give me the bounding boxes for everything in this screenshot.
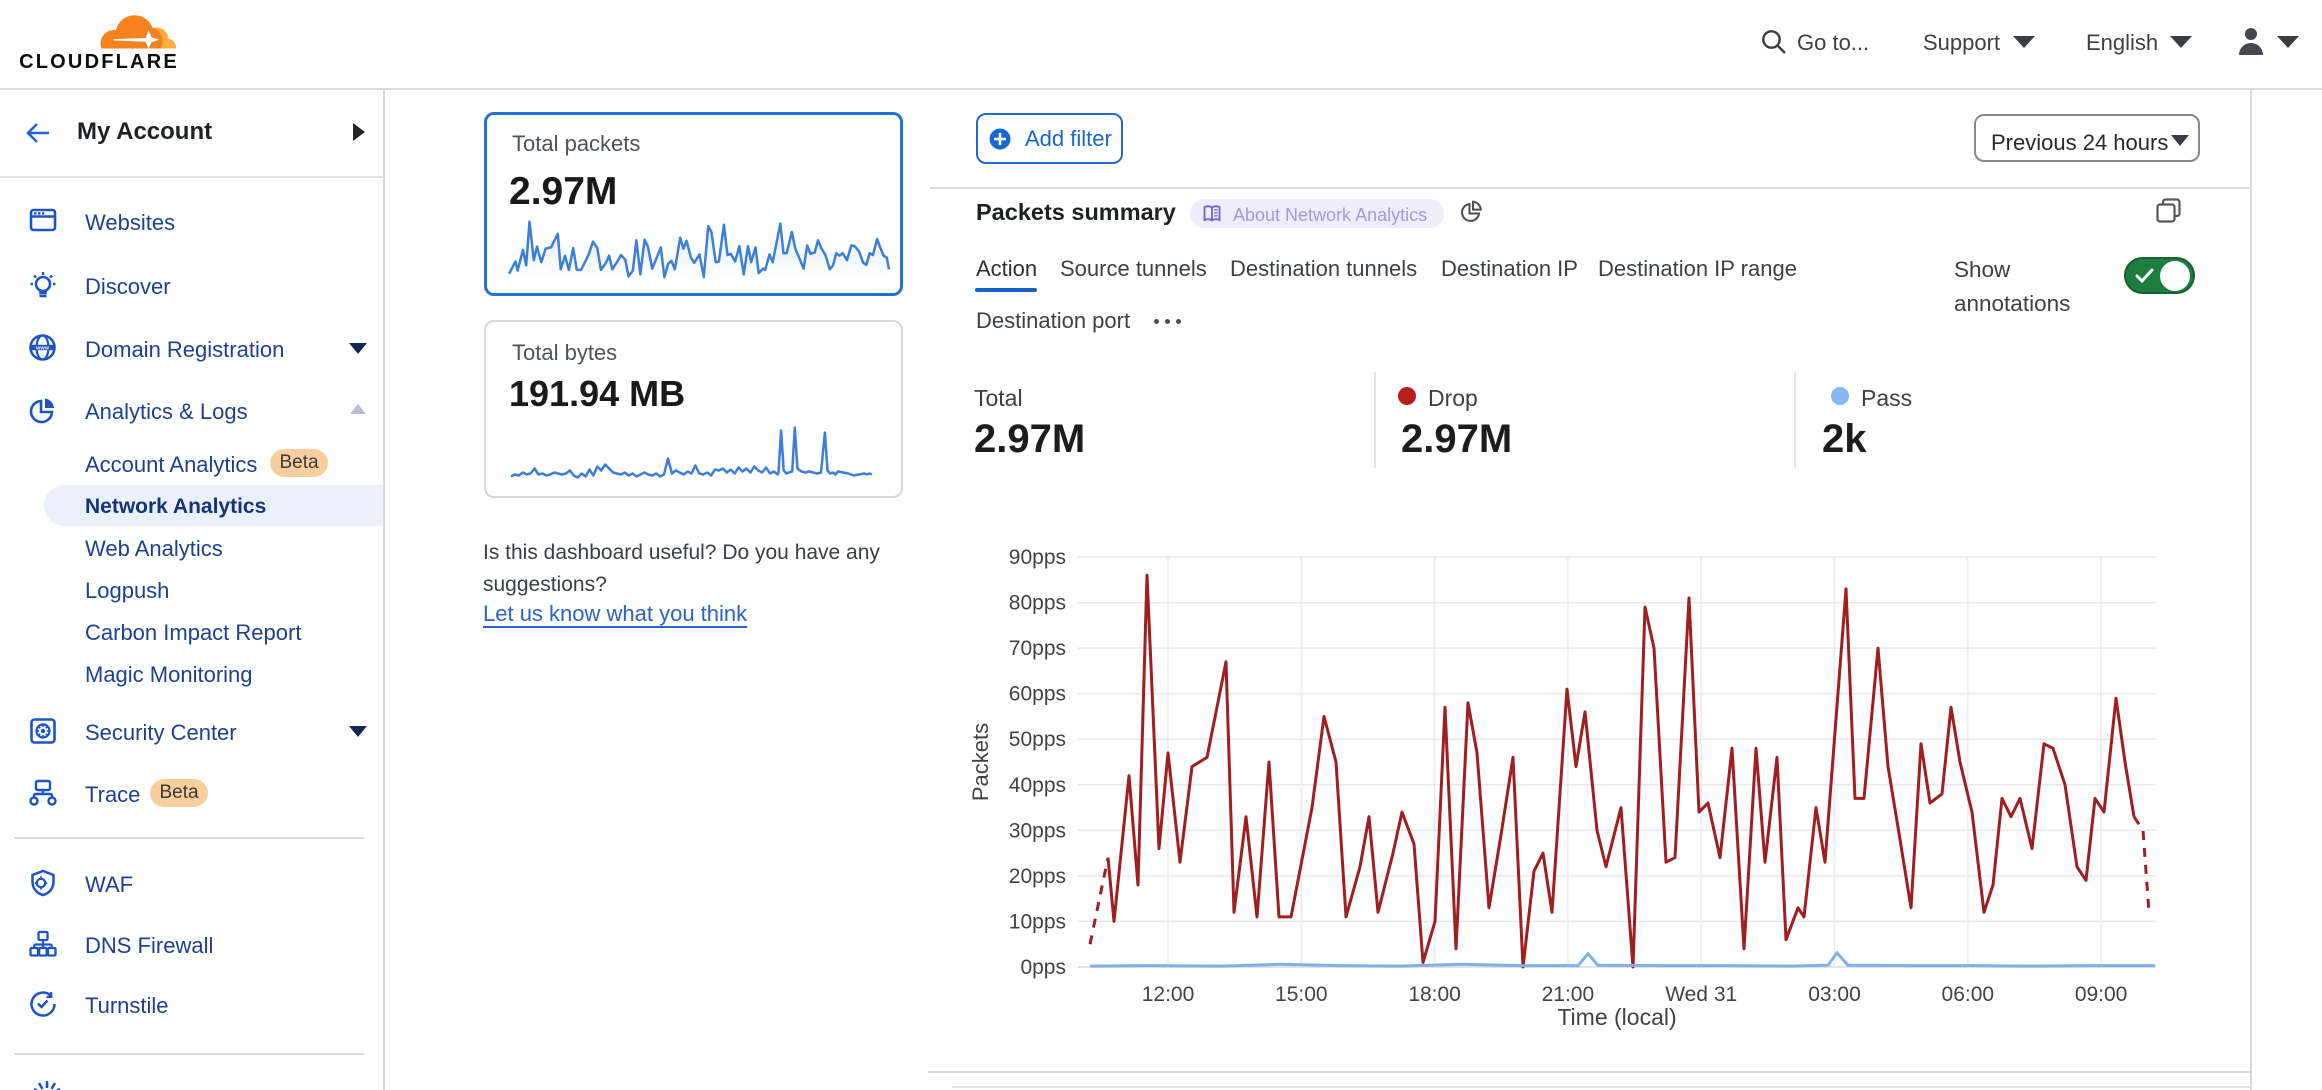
svg-text:20pps: 20pps [1009, 865, 1066, 888]
svg-text:30pps: 30pps [1009, 819, 1066, 842]
svg-text:80pps: 80pps [1009, 592, 1066, 615]
svg-text:0pps: 0pps [1020, 956, 1066, 979]
svg-text:06:00: 06:00 [1942, 983, 1995, 1006]
svg-text:WWW: WWW [36, 345, 50, 350]
svg-text:03:00: 03:00 [1808, 983, 1861, 1006]
svg-text:Packets: Packets [968, 723, 993, 801]
svg-text:90pps: 90pps [1009, 546, 1066, 569]
svg-text:09:00: 09:00 [2075, 983, 2128, 1006]
svg-text:60pps: 60pps [1009, 683, 1066, 706]
svg-text:15:00: 15:00 [1275, 983, 1328, 1006]
svg-text:70pps: 70pps [1009, 637, 1066, 660]
svg-text:18:00: 18:00 [1408, 983, 1461, 1006]
svg-text:10pps: 10pps [1009, 910, 1066, 933]
svg-text:Time (local): Time (local) [1557, 1004, 1676, 1030]
svg-text:21:00: 21:00 [1542, 983, 1595, 1006]
svg-text:50pps: 50pps [1009, 728, 1066, 751]
svg-text:Wed 31: Wed 31 [1665, 983, 1737, 1006]
svg-text:40pps: 40pps [1009, 774, 1066, 797]
svg-text:12:00: 12:00 [1142, 983, 1195, 1006]
